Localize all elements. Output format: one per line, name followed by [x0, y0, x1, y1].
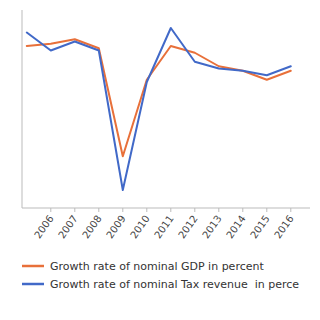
x-tick-label: 2009	[104, 213, 128, 240]
x-tick	[218, 208, 219, 212]
x-tick	[170, 208, 171, 212]
x-tick-label: 2011	[152, 213, 176, 240]
x-tick-label: 2010	[128, 213, 152, 240]
legend-swatch	[22, 283, 44, 286]
x-tick	[290, 208, 291, 212]
data-line	[27, 28, 291, 190]
x-tick	[194, 208, 195, 212]
x-tick-label: 2007	[56, 213, 80, 240]
x-tick	[242, 208, 243, 212]
y-axis-line	[22, 10, 23, 208]
x-tick-label: 2013	[200, 213, 224, 240]
x-tick	[122, 208, 123, 212]
plot-area	[27, 28, 291, 190]
x-tick	[98, 208, 99, 212]
x-tick-label: 2008	[80, 213, 104, 240]
x-tick-label: 2016	[272, 213, 296, 240]
x-tick-label: 2012	[176, 213, 200, 240]
legend-swatch	[22, 265, 44, 268]
x-tick-label: 2015	[248, 213, 272, 240]
x-tick	[50, 208, 51, 212]
x-tick-label: 2006	[32, 213, 56, 240]
legend-label: Growth rate of nominal GDP in percent	[50, 260, 264, 273]
x-tick	[146, 208, 147, 212]
x-tick	[266, 208, 267, 212]
legend-label: Growth rate of nominal Tax revenue in pe…	[50, 278, 299, 291]
x-tick-label: 2014	[224, 213, 248, 240]
x-tick	[74, 208, 75, 212]
chart: 2006200720082009201020112012201320142015…	[0, 0, 320, 320]
